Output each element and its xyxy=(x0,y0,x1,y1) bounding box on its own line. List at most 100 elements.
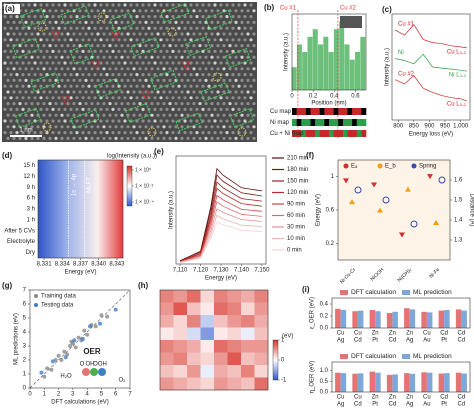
atom-column xyxy=(105,107,109,111)
atom-column xyxy=(99,84,103,88)
adsorbate-icon xyxy=(82,368,90,376)
atom-column xyxy=(120,9,124,13)
atom-column xyxy=(141,61,145,65)
atom-column xyxy=(159,131,163,135)
atom-column xyxy=(156,32,160,36)
atom-column xyxy=(51,49,55,54)
atom-column xyxy=(252,9,256,13)
atom-column xyxy=(48,32,52,36)
x-tick-label: 7,140 xyxy=(234,268,250,274)
atom-column xyxy=(195,131,199,135)
atom-column xyxy=(18,102,22,106)
bar xyxy=(421,311,427,328)
legend-swatch xyxy=(377,163,383,169)
point xyxy=(80,337,85,341)
x-tick-label: 800 xyxy=(393,124,404,130)
cell xyxy=(241,352,255,366)
atom-column xyxy=(39,73,43,77)
x-tick-label: 7,130 xyxy=(213,268,229,274)
atom-column xyxy=(117,96,121,100)
atom-column xyxy=(144,55,148,59)
atom-column xyxy=(249,84,253,88)
atom-column xyxy=(84,32,88,36)
atom-column xyxy=(171,107,175,111)
atom-column xyxy=(123,73,127,77)
legend-label: ML prediction xyxy=(413,289,452,296)
atom-column xyxy=(42,20,46,24)
atom-column xyxy=(69,131,73,135)
atom-column xyxy=(192,32,196,36)
atom-column xyxy=(222,9,226,13)
atom-column xyxy=(219,84,223,88)
atom-column xyxy=(138,125,142,129)
atom-column xyxy=(60,67,64,71)
atom-column xyxy=(162,20,166,24)
atom-column xyxy=(213,49,217,54)
atom-column xyxy=(12,90,16,94)
panel-label: (i) xyxy=(302,285,310,294)
atom-column xyxy=(222,136,226,140)
cell xyxy=(187,377,201,391)
atom-column xyxy=(165,26,169,30)
atom-column xyxy=(105,38,109,42)
atom-column xyxy=(171,38,175,42)
atom-column xyxy=(246,67,250,71)
atom-column xyxy=(84,20,88,24)
atom-column xyxy=(219,61,223,65)
atom-column xyxy=(111,84,115,88)
atom-column xyxy=(168,67,172,71)
atom-column xyxy=(33,26,37,30)
atom-column xyxy=(171,131,175,135)
atom-column xyxy=(138,44,142,48)
legend-swatch xyxy=(402,290,410,295)
atom-column xyxy=(81,73,85,77)
atom-column xyxy=(195,3,199,7)
map-strip xyxy=(356,119,362,126)
atom-column xyxy=(111,26,115,30)
atom-column xyxy=(138,32,142,36)
atom-column xyxy=(3,73,7,77)
point xyxy=(382,196,390,204)
atom-column xyxy=(204,9,208,13)
atom-column xyxy=(123,3,127,7)
atom-column xyxy=(210,55,214,59)
atom-column xyxy=(252,44,256,48)
atom-column xyxy=(222,125,226,129)
atom-column xyxy=(12,113,16,117)
atom-column xyxy=(36,102,40,106)
bar xyxy=(349,59,355,90)
atom-column xyxy=(171,3,175,7)
atom-column xyxy=(51,131,55,135)
atom-column xyxy=(126,55,130,59)
atom-column xyxy=(210,102,214,106)
atom-column xyxy=(246,44,250,48)
atom-column xyxy=(234,44,238,48)
atom-column xyxy=(156,113,160,117)
atom-column xyxy=(30,113,34,117)
cell xyxy=(214,340,228,353)
atom-column xyxy=(114,55,118,59)
cell xyxy=(160,352,174,366)
atom-column xyxy=(120,136,124,140)
atom-column xyxy=(207,3,211,7)
atom-column xyxy=(156,125,160,129)
legend-swatch xyxy=(343,163,349,169)
atom-column xyxy=(219,3,223,7)
atom-column xyxy=(249,61,253,65)
atom-column xyxy=(231,96,235,100)
x-tick-label: Zn xyxy=(372,331,379,337)
atom-column xyxy=(3,84,7,88)
atom-column xyxy=(84,67,88,71)
atom-column xyxy=(87,61,91,65)
atom-column xyxy=(201,131,205,135)
atom-column xyxy=(69,3,73,7)
point xyxy=(438,176,446,184)
atom-column xyxy=(204,113,208,117)
atom-column xyxy=(195,49,199,54)
atom-column xyxy=(30,125,34,129)
atom-column xyxy=(75,107,79,111)
atom-column xyxy=(141,107,145,111)
x-tick-label: Ag xyxy=(337,338,344,344)
bar xyxy=(455,372,462,392)
point xyxy=(76,335,81,340)
